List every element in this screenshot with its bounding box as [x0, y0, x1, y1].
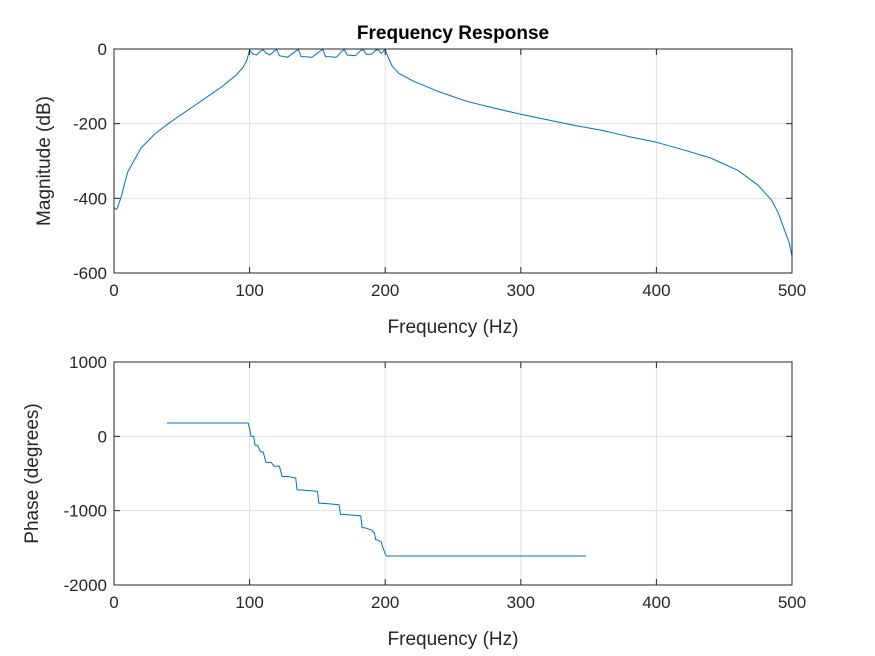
x-tick-label: 300	[507, 281, 535, 300]
x-tick-label: 400	[642, 281, 670, 300]
x-tick-label: 200	[371, 593, 399, 612]
y-axis-label: Magnitude (dB)	[34, 96, 55, 226]
y-axis-label: Phase (degrees)	[22, 403, 43, 543]
y-tick-label: -2000	[64, 576, 107, 595]
y-tick-label: -1000	[64, 502, 107, 521]
x-tick-label: 0	[109, 281, 118, 300]
x-axis-label: Frequency (Hz)	[388, 317, 519, 338]
series-line	[113, 48, 793, 257]
x-tick-label: 400	[642, 593, 670, 612]
y-tick-label: 1000	[69, 353, 107, 372]
x-tick-label: 200	[371, 281, 399, 300]
y-tick-label: -600	[73, 264, 107, 283]
y-tick-label: 0	[98, 40, 107, 59]
x-tick-label: 0	[109, 593, 118, 612]
plot-area	[114, 362, 792, 585]
y-tick-label: -200	[73, 115, 107, 134]
plot-area	[114, 49, 792, 273]
x-tick-label: 500	[778, 281, 806, 300]
x-axis-label: Frequency (Hz)	[388, 629, 519, 650]
x-tick-label: 500	[778, 593, 806, 612]
axes-frame	[113, 48, 793, 274]
x-tick-label: 300	[507, 593, 535, 612]
magnitude-plot: 0 100 200 300 400 500 -600 -400 -200 0 Frequency (…	[34, 40, 806, 338]
series-line	[166, 422, 586, 557]
y-tick-label: 0	[98, 427, 107, 446]
axes-frame	[113, 361, 793, 586]
x-tick-label: 100	[235, 281, 263, 300]
phase-plot: 0 100 200 300 400 500 -2000 -1000 0 1000 Frequency…	[22, 353, 806, 650]
chart-title: Frequency Response	[357, 23, 549, 44]
y-tick-label: -400	[73, 189, 107, 208]
x-tick-label: 100	[235, 593, 263, 612]
